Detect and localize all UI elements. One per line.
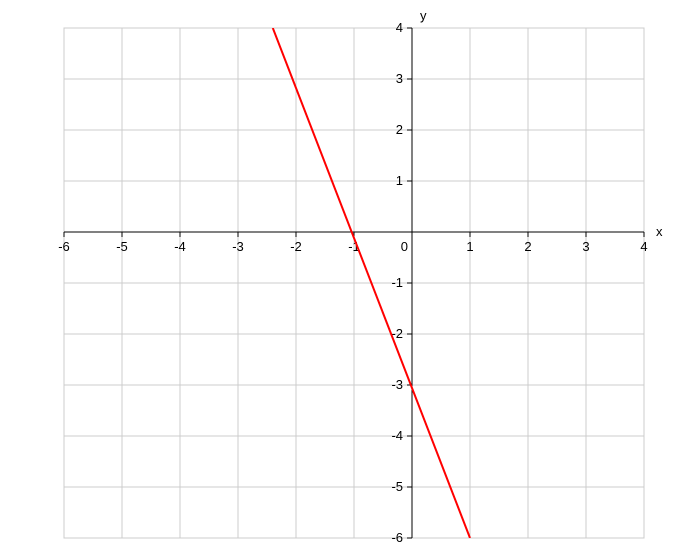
y-tick-label: 1: [396, 173, 403, 188]
y-tick-label: -3: [391, 377, 403, 392]
x-tick-label: -6: [58, 239, 70, 254]
line-chart: -6-5-4-3-2-101234-6-5-4-3-2-11234xy: [0, 0, 678, 557]
y-tick-label: 3: [396, 71, 403, 86]
x-tick-label: 4: [640, 239, 647, 254]
y-tick-label: 2: [396, 122, 403, 137]
x-tick-label: -5: [116, 239, 128, 254]
x-tick-label: -2: [290, 239, 302, 254]
y-tick-label: -5: [391, 479, 403, 494]
x-tick-label: -3: [232, 239, 244, 254]
x-tick-label: 2: [524, 239, 531, 254]
x-tick-label: -4: [174, 239, 186, 254]
y-tick-label: 4: [396, 20, 403, 35]
x-tick-label: 1: [466, 239, 473, 254]
x-tick-label: 0: [401, 239, 408, 254]
x-tick-label: 3: [582, 239, 589, 254]
y-tick-label: -1: [391, 275, 403, 290]
chart-container: -6-5-4-3-2-101234-6-5-4-3-2-11234xy: [0, 0, 678, 557]
y-tick-label: -6: [391, 530, 403, 545]
x-axis-label: x: [656, 224, 663, 239]
y-axis-label: y: [420, 8, 427, 23]
y-tick-label: -4: [391, 428, 403, 443]
